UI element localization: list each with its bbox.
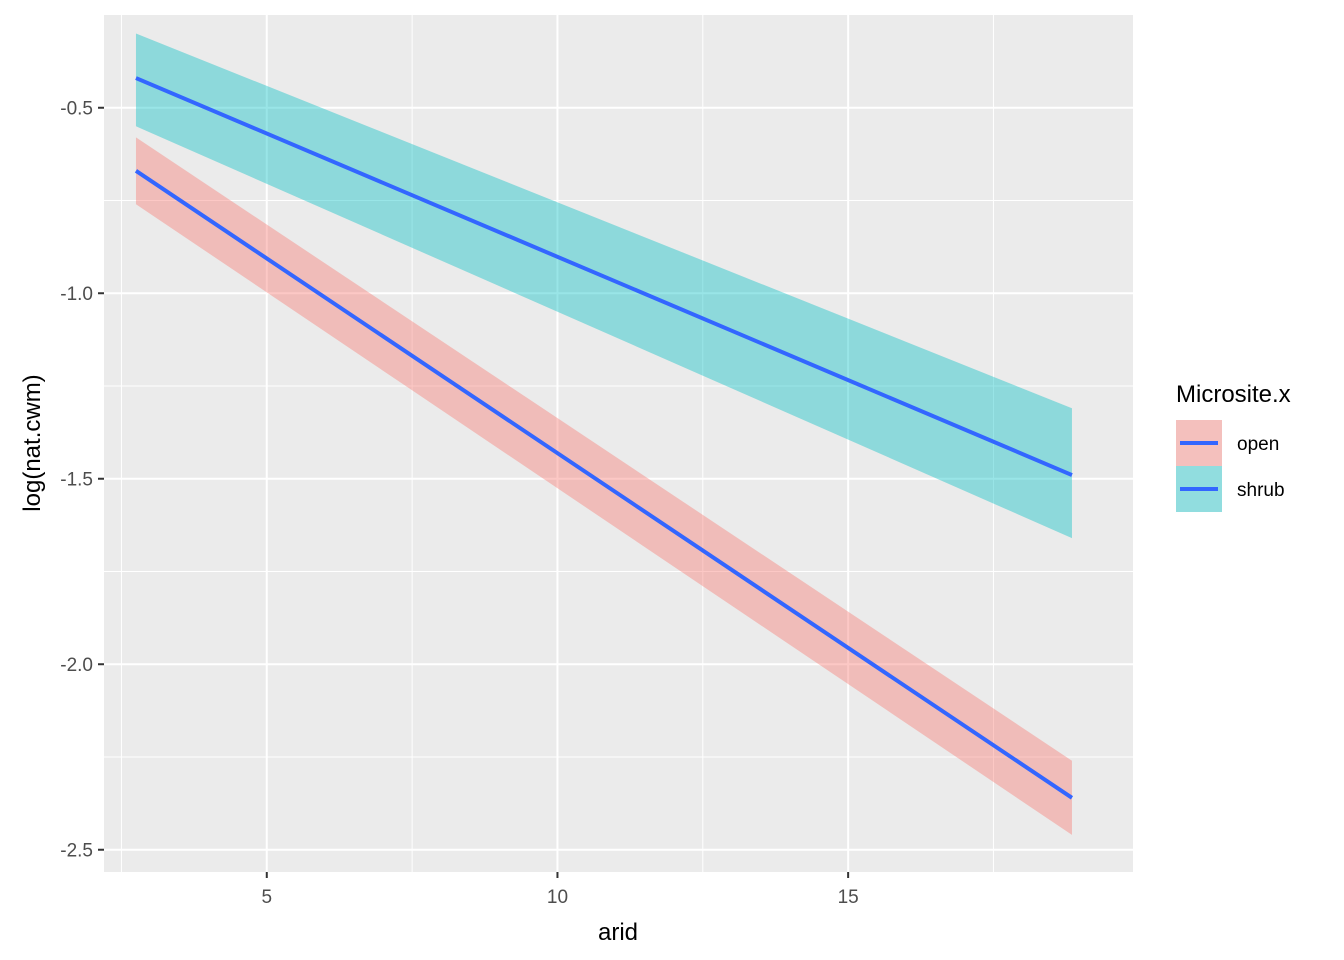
y-axis-title: log(nat.cwm)	[19, 374, 46, 511]
grid-major	[104, 15, 1133, 872]
x-tick-label: 5	[261, 887, 272, 908]
y-tick-label: -1.5	[60, 470, 93, 491]
grid-minor	[104, 15, 1133, 872]
axes: 5 10 15 -0.5 -1.0 -1.5 -2.0 -2.5	[60, 99, 858, 908]
line-open	[134, 169, 1074, 800]
fit-lines	[134, 76, 1074, 800]
x-tick-label: 10	[547, 887, 568, 908]
ribbon-shrub	[135, 33, 1072, 539]
y-tick-label: -2.5	[60, 841, 93, 862]
legend: Microsite.x open shrub	[1176, 381, 1291, 512]
x-axis-title: arid	[598, 919, 638, 946]
panel-background	[104, 15, 1133, 872]
legend-label-open: open	[1237, 434, 1279, 455]
y-tick-label: -0.5	[60, 99, 93, 120]
legend-label-shrub: shrub	[1237, 480, 1285, 501]
legend-title: Microsite.x	[1176, 381, 1291, 408]
line-shrub	[135, 76, 1073, 477]
x-tick-label: 15	[838, 887, 859, 908]
y-tick-label: -1.0	[60, 284, 93, 305]
y-tick-label: -2.0	[60, 655, 93, 676]
